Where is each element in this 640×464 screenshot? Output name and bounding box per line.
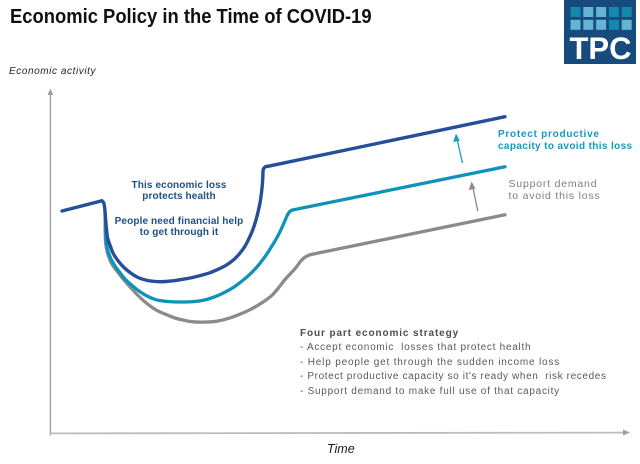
svg-text:TPC: TPC	[570, 30, 632, 64]
